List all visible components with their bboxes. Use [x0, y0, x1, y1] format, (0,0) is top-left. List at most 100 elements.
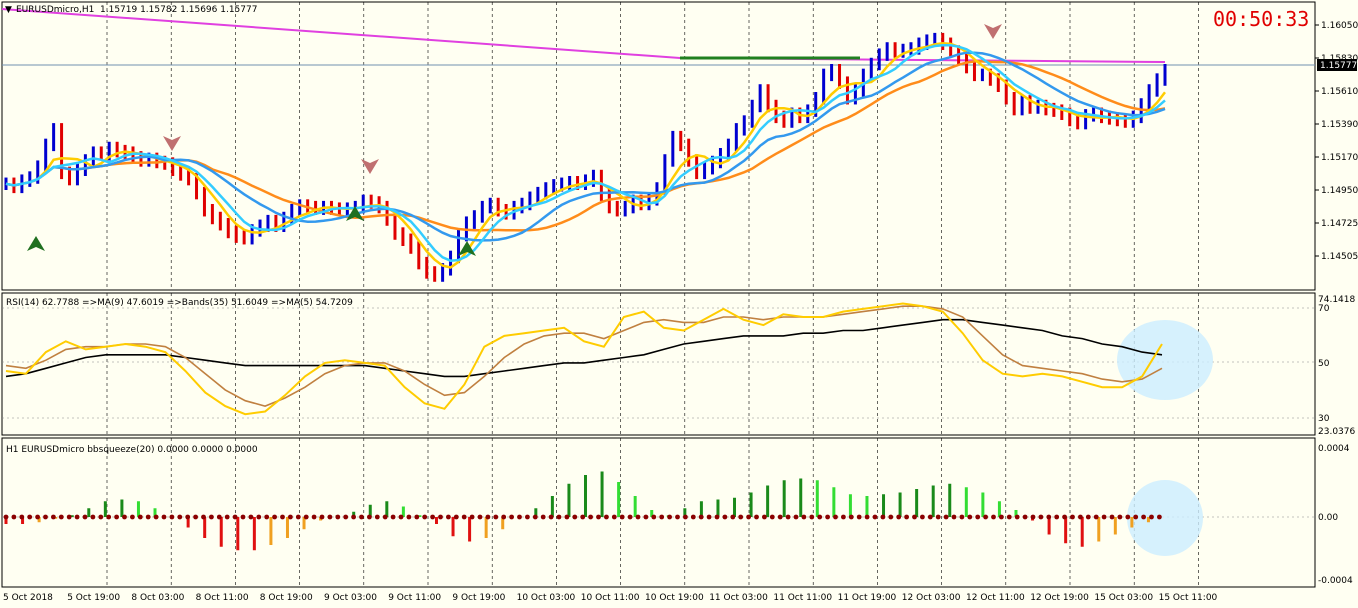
squeeze-dot: [430, 514, 435, 520]
squeeze-dot: [991, 514, 996, 520]
squeeze-dot: [698, 514, 704, 520]
squeeze-dot: [122, 514, 127, 520]
time-axis-label: 11 Oct 19:00: [838, 593, 897, 603]
squeeze-dot: [1038, 514, 1044, 520]
squeeze-dot: [738, 514, 744, 520]
squeeze-dot: [635, 514, 641, 520]
chart-menu-icon[interactable]: ▼: [5, 5, 12, 15]
rsi-line: [5, 302, 1163, 416]
squeeze-dot: [295, 514, 301, 520]
squeeze-dot: [106, 514, 112, 520]
squeeze-dot: [627, 514, 633, 520]
squeeze-dot: [517, 514, 522, 520]
squeeze-dot: [1070, 514, 1075, 520]
squeeze-dot: [398, 514, 404, 520]
squeeze-dot: [912, 514, 917, 520]
squeeze-dot: [848, 514, 854, 520]
time-axis-label: 11 Oct 03:00: [709, 593, 768, 603]
squeeze-dot: [817, 514, 823, 520]
chart-symbol-title: EURUSDmicro,H1: [16, 5, 94, 15]
squeeze-dot: [611, 514, 617, 520]
price-tick-label: 1.14950: [1321, 186, 1358, 196]
squeeze-dot: [74, 514, 80, 520]
price-panel-frame: [1, 1, 1316, 291]
bar-countdown: 00:50:33: [1213, 7, 1309, 31]
signal-arrows: [27, 24, 1002, 256]
squeeze-dot: [359, 514, 364, 520]
squeeze-dot: [177, 514, 183, 520]
squeeze-histogram: [3, 471, 1162, 551]
squeeze-dot: [169, 514, 175, 520]
price-tick-label: 1.16050: [1321, 21, 1358, 31]
ma-fast-line: [5, 44, 1166, 262]
squeeze-dot: [935, 514, 941, 520]
squeeze-dot: [422, 514, 428, 520]
ma-yellow-line: [5, 41, 1166, 269]
squeeze-dot: [351, 514, 356, 520]
squeeze-dot: [556, 514, 562, 520]
squeeze-dot: [1157, 514, 1162, 520]
squeeze-dot: [856, 514, 862, 520]
rsi-level-30: 30: [1318, 414, 1330, 424]
squeeze-dot: [706, 514, 712, 520]
rsi-bottom-value: 23.0376: [1318, 427, 1355, 437]
squeeze-dot: [722, 514, 728, 520]
squeeze-dot: [943, 514, 949, 520]
squeeze-dot: [667, 514, 672, 520]
squeeze-dot: [438, 514, 443, 520]
squeeze-dot: [1125, 514, 1131, 520]
squeeze-dot: [604, 514, 609, 520]
squeeze-dot: [1093, 514, 1099, 520]
squeeze-dot: [572, 514, 578, 520]
squeeze-dot: [216, 514, 222, 520]
squeeze-dot: [904, 514, 909, 520]
rsi-highlight-ellipse: [1117, 320, 1213, 400]
buy-arrow-icon: [458, 241, 476, 256]
squeeze-bottom-value: -0.0004: [1318, 576, 1353, 586]
time-axis-label: 9 Oct 03:00: [324, 593, 377, 603]
squeeze-dot: [201, 514, 206, 520]
squeeze-dot: [746, 514, 751, 520]
price-tick-label: 1.15170: [1321, 153, 1358, 163]
squeeze-dot: [501, 514, 507, 520]
squeeze-dot: [651, 514, 657, 520]
price-tick-label: 1.14725: [1321, 219, 1358, 229]
rsi-indicator-label: RSI(14) 62.7788 =>MA(9) 47.6019 =>Bands(…: [6, 298, 353, 308]
time-axis-label: 10 Oct 19:00: [645, 593, 704, 603]
squeeze-dot: [446, 514, 451, 520]
squeeze-dot: [209, 514, 214, 520]
squeeze-dot: [98, 514, 104, 520]
squeeze-dot: [35, 514, 40, 520]
squeeze-dot: [11, 514, 17, 520]
squeeze-dot: [485, 514, 491, 520]
squeeze-dot: [525, 514, 530, 520]
squeeze-dot: [785, 514, 791, 520]
squeeze-dot: [137, 514, 143, 520]
time-axis-label: 8 Oct 19:00: [260, 593, 313, 603]
price-tick-label: 1.15390: [1321, 120, 1358, 130]
price-tick-label: 1.15610: [1321, 87, 1358, 97]
squeeze-dot: [256, 514, 262, 520]
chart-ohlc: 1.15719 1.15782 1.15696 1.15777: [100, 5, 257, 15]
squeeze-dot: [51, 514, 56, 520]
squeeze-dot: [777, 514, 783, 520]
squeeze-dot: [1014, 514, 1020, 520]
indicator-levels: [2, 307, 1315, 518]
squeeze-dot: [1062, 514, 1067, 520]
buy-arrow-icon: [346, 206, 364, 221]
time-axis-label: 9 Oct 19:00: [452, 593, 505, 603]
time-axis-label: 10 Oct 03:00: [517, 593, 576, 603]
rsi-lines: [5, 302, 1163, 416]
squeeze-dot: [1141, 514, 1146, 520]
squeeze-dot: [493, 514, 499, 520]
rsi-panel-frame: [1, 292, 1316, 436]
squeeze-dot: [193, 514, 199, 520]
squeeze-dot: [548, 514, 554, 520]
squeeze-dot: [461, 514, 467, 520]
squeeze-dot: [469, 514, 475, 520]
squeeze-dot: [1101, 514, 1107, 520]
time-axis-label: 5 Oct 2018: [3, 593, 53, 603]
time-axis-label: 10 Oct 11:00: [581, 593, 640, 603]
squeeze-dot: [3, 514, 9, 520]
